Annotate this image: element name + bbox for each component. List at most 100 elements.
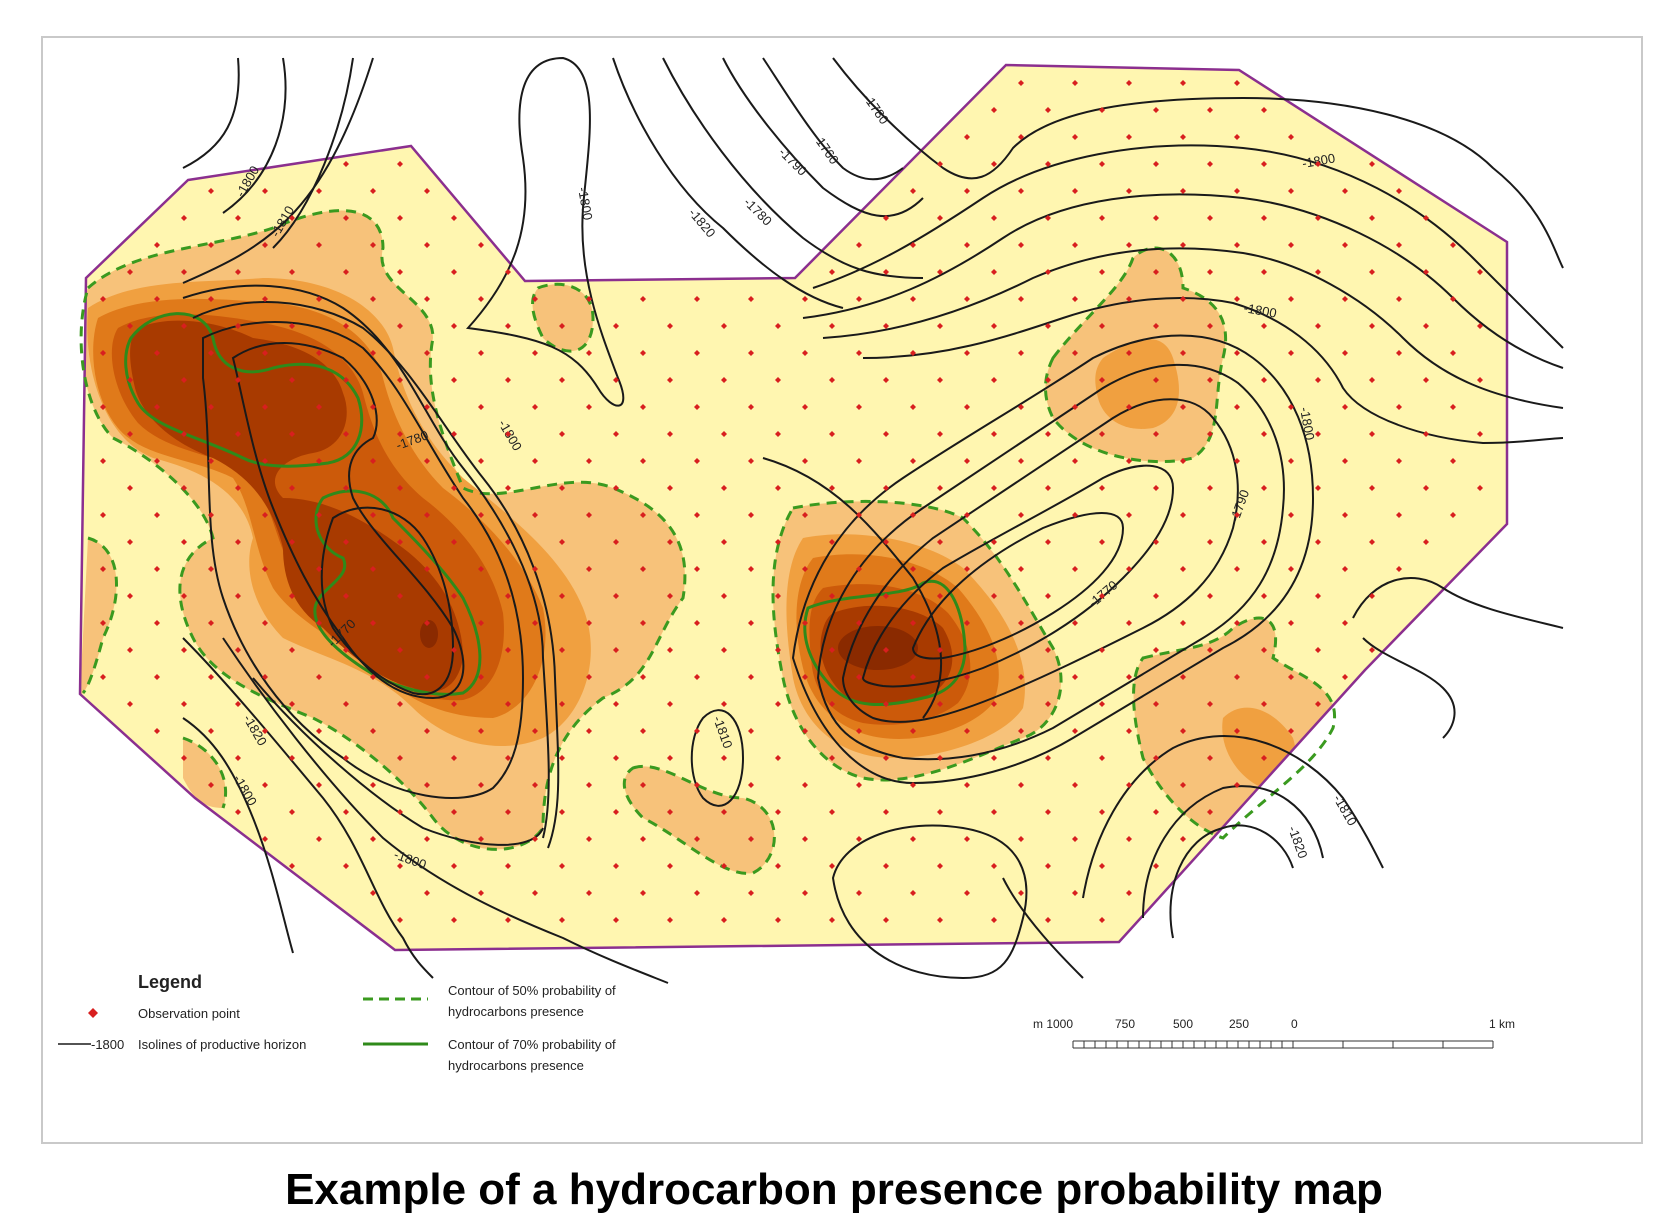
isoline-label: -1800 — [575, 186, 596, 221]
observation-point — [235, 593, 241, 599]
observation-point — [1234, 350, 1240, 356]
observation-point — [964, 836, 970, 842]
observation-point — [1045, 161, 1051, 167]
observation-point — [613, 593, 619, 599]
isoline-label: -1780 — [741, 195, 775, 229]
observation-point — [235, 539, 241, 545]
observation-point — [1261, 431, 1267, 437]
observation-point — [937, 755, 943, 761]
observation-point — [397, 161, 403, 167]
observation-point — [694, 512, 700, 518]
observation-point — [1045, 485, 1051, 491]
observation-point — [910, 188, 916, 194]
observation-point — [289, 647, 295, 653]
observation-point — [208, 404, 214, 410]
observation-point — [1099, 485, 1105, 491]
observation-point — [802, 620, 808, 626]
observation-point — [1153, 377, 1159, 383]
observation-point — [883, 809, 889, 815]
observation-point — [451, 809, 457, 815]
observation-point — [1153, 485, 1159, 491]
observation-point — [640, 674, 646, 680]
observation-point — [1072, 134, 1078, 140]
legend-contour50-line2: hydrocarbons presence — [448, 1004, 584, 1019]
observation-point — [1045, 107, 1051, 113]
observation-point — [1234, 458, 1240, 464]
observation-point — [127, 593, 133, 599]
observation-point — [397, 809, 403, 815]
observation-point — [1180, 728, 1186, 734]
observation-point — [1450, 404, 1456, 410]
observation-point — [721, 485, 727, 491]
observation-point — [532, 296, 538, 302]
observation-point — [451, 593, 457, 599]
observation-point — [1423, 431, 1429, 437]
isoline-label: -1800 — [1297, 406, 1318, 441]
observation-point — [1072, 728, 1078, 734]
observation-point — [1423, 269, 1429, 275]
observation-point — [370, 728, 376, 734]
observation-point — [640, 350, 646, 356]
observation-point — [1018, 80, 1024, 86]
observation-point — [316, 836, 322, 842]
observation-point — [883, 593, 889, 599]
observation-point — [451, 755, 457, 761]
observation-point — [667, 755, 673, 761]
observation-point — [424, 296, 430, 302]
observation-point — [586, 404, 592, 410]
observation-point — [775, 863, 781, 869]
observation-point — [1261, 269, 1267, 275]
observation-point — [1234, 728, 1240, 734]
observation-point — [1396, 188, 1402, 194]
observation-point — [991, 809, 997, 815]
observation-point — [883, 755, 889, 761]
observation-point — [991, 755, 997, 761]
observation-point — [1153, 647, 1159, 653]
observation-point — [586, 674, 592, 680]
isoline-label: -1820 — [1285, 824, 1310, 860]
observation-point — [1126, 134, 1132, 140]
observation-point — [856, 350, 862, 356]
observation-point — [883, 377, 889, 383]
observation-point — [1369, 215, 1375, 221]
observation-point — [1180, 566, 1186, 572]
observation-point — [694, 674, 700, 680]
observation-point — [586, 566, 592, 572]
observation-point — [559, 809, 565, 815]
observation-point — [721, 323, 727, 329]
observation-point — [748, 296, 754, 302]
prob-zone-peak — [838, 626, 918, 670]
observation-point — [424, 566, 430, 572]
observation-point — [1207, 755, 1213, 761]
observation-point — [1045, 701, 1051, 707]
observation-point — [1342, 512, 1348, 518]
observation-point — [1099, 863, 1105, 869]
observation-point — [1369, 647, 1375, 653]
observation-point — [478, 512, 484, 518]
observation-point — [883, 701, 889, 707]
observation-point — [613, 755, 619, 761]
observation-point — [127, 431, 133, 437]
observation-point — [1288, 350, 1294, 356]
observation-point — [235, 809, 241, 815]
observation-point — [1396, 512, 1402, 518]
contours-70-percent — [124, 312, 967, 707]
observation-point — [829, 755, 835, 761]
observation-point — [424, 890, 430, 896]
observation-point — [1180, 296, 1186, 302]
observation-point — [613, 485, 619, 491]
observation-point — [748, 836, 754, 842]
observation-point — [1126, 458, 1132, 464]
observation-point — [208, 620, 214, 626]
observation-point — [343, 539, 349, 545]
observation-point — [802, 512, 808, 518]
observation-point — [424, 242, 430, 248]
observation-point — [883, 485, 889, 491]
observation-point — [1288, 242, 1294, 248]
observation-point — [964, 512, 970, 518]
observation-point — [262, 674, 268, 680]
observation-point — [667, 647, 673, 653]
observation-point — [775, 809, 781, 815]
observation-point — [883, 323, 889, 329]
observation-point — [613, 647, 619, 653]
